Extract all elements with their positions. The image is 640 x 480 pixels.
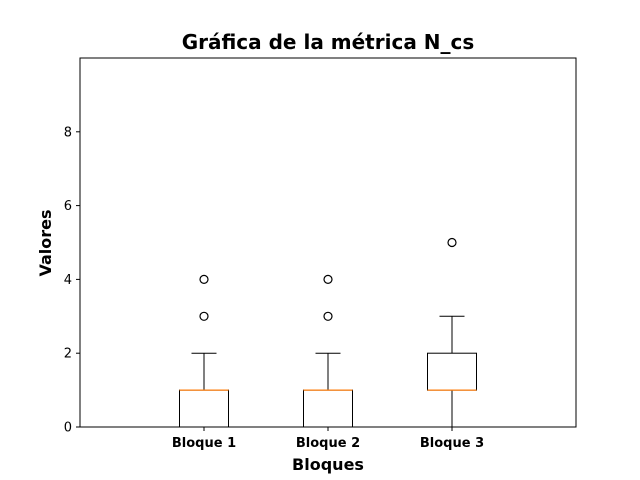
iqr-box <box>179 389 229 428</box>
x-tick-label: Bloque 1 <box>172 436 236 451</box>
outlier-point <box>323 311 333 321</box>
chart-title: Gráfica de la métrica N_cs <box>182 30 475 54</box>
y-tick-label: 8 <box>64 125 72 140</box>
box-group <box>427 237 477 428</box>
y-axis-label: Valores <box>36 209 55 276</box>
outlier-point <box>199 274 209 284</box>
outlier-point <box>323 274 333 284</box>
outlier-point <box>447 237 457 248</box>
iqr-box <box>303 389 353 428</box>
plot-frame <box>79 57 577 428</box>
x-tick-label: Bloque 2 <box>296 436 360 451</box>
iqr-box <box>427 352 477 391</box>
y-tick-label: 0 <box>64 421 72 436</box>
box-group <box>179 274 229 428</box>
x-axis-label: Bloques <box>292 455 364 474</box>
y-tick-label: 4 <box>64 273 72 288</box>
y-tick-label: 6 <box>64 199 72 214</box>
plot-area: 0 2 4 6 8 Bloque 1 Bloque 2 Bloque 3 <box>64 57 577 451</box>
x-tick-label: Bloque 3 <box>420 436 484 451</box>
y-tick-label: 2 <box>64 347 72 362</box>
box-group <box>303 274 353 428</box>
outlier-point <box>199 311 209 321</box>
